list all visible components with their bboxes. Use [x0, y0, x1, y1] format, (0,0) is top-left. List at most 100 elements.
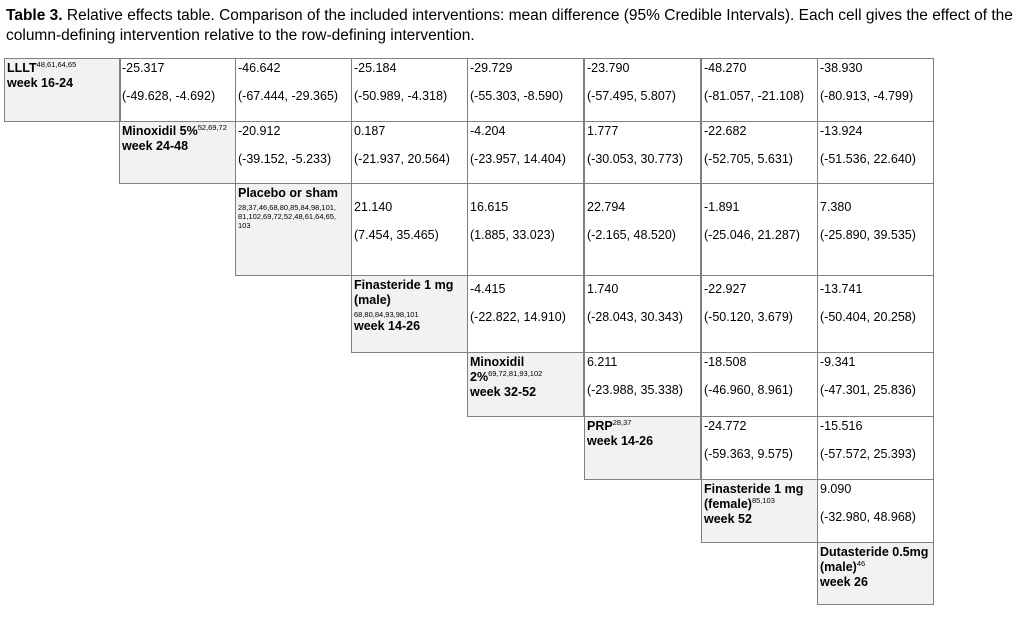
effect-cell: -4.415 (-22.822, 14.910)	[467, 275, 584, 353]
intervention-week: week 26	[820, 575, 868, 589]
mean-difference: -18.508	[704, 355, 747, 369]
mean-difference: -22.927	[704, 282, 747, 296]
effect-cell: -29.729 (-55.303, -8.590)	[467, 58, 584, 122]
effect-cell: -20.912 (-39.152, -5.233)	[235, 121, 352, 184]
credible-interval: (-39.152, -5.233)	[238, 152, 332, 166]
intervention-name: Placebo or sham	[238, 186, 339, 200]
credible-interval: (-57.495, 5.807)	[587, 89, 676, 103]
credible-interval: (1.885, 33.023)	[470, 228, 555, 242]
mean-difference: -46.642	[238, 61, 281, 75]
effect-cell: -24.772 (-59.363, 9.575)	[701, 416, 818, 480]
mean-difference: 1.777	[587, 124, 619, 138]
mean-difference: -15.516	[820, 419, 863, 433]
credible-interval: (-23.957, 14.404)	[470, 152, 566, 166]
effect-cell: -25.184 (-50.989, -4.318)	[351, 58, 468, 122]
effect-cell: 0.187 (-21.937, 20.564)	[351, 121, 468, 184]
intervention-name: Minoxidil 5%	[122, 124, 198, 138]
intervention-header-cell: Placebo or sham 28,37,46,68,80,85,84,98,1…	[235, 183, 352, 276]
mean-difference: -9.341	[820, 355, 856, 369]
credible-interval: (-59.363, 9.575)	[704, 447, 793, 461]
intervention-week: week 32-52	[470, 385, 537, 399]
intervention-refs: 52,69,72	[197, 123, 227, 132]
intervention-week: week 14-26	[587, 434, 654, 448]
mean-difference: 22.794	[587, 200, 626, 214]
intervention-name: Dutasteride 0.5mg (male)	[820, 545, 929, 574]
intervention-refs: 85,103	[751, 496, 775, 505]
intervention-header-cell: Finasteride 1 mg (female)85,103 week 52	[701, 479, 818, 543]
credible-interval: (-25.046, 21.287)	[704, 228, 800, 242]
effect-cell: -18.508 (-46.960, 8.961)	[701, 352, 818, 417]
mean-difference: -13.924	[820, 124, 863, 138]
credible-interval: (-47.301, 25.836)	[820, 383, 916, 397]
intervention-header-cell: Minoxidil 5%52,69,72 week 24-48	[119, 121, 236, 184]
intervention-name: LLLT	[7, 61, 37, 75]
intervention-refs: 69,72,81,93,102	[488, 369, 543, 378]
intervention-name: Finasteride 1 mg (male)	[354, 278, 454, 307]
mean-difference: -20.912	[238, 124, 281, 138]
intervention-week: week 16-24	[7, 76, 74, 90]
credible-interval: (-49.628, -4.692)	[122, 89, 216, 103]
mean-difference: -48.270	[704, 61, 747, 75]
effect-cell: -1.891 (-25.046, 21.287)	[701, 183, 818, 276]
credible-interval: (-32.980, 48.968)	[820, 510, 916, 524]
table-caption: Table 3. Relative effects table. Compari…	[6, 6, 1018, 46]
intervention-name: Finasteride 1 mg (female)	[704, 482, 804, 511]
effect-cell: -13.741 (-50.404, 20.258)	[817, 275, 934, 353]
mean-difference: -38.930	[820, 61, 863, 75]
mean-difference: -23.790	[587, 61, 630, 75]
intervention-week: week 24-48	[122, 139, 189, 153]
mean-difference: -25.184	[354, 61, 397, 75]
effect-cell: -23.790 (-57.495, 5.807)	[584, 58, 701, 122]
mean-difference: 9.090	[820, 482, 852, 496]
effect-cell: 6.211 (-23.988, 35.338)	[584, 352, 701, 417]
intervention-header-cell: Minoxidil 2%69,72,81,93,102 week 32-52	[467, 352, 584, 417]
credible-interval: (-50.989, -4.318)	[354, 89, 448, 103]
intervention-refs: 68,80,84,93,98,101	[354, 310, 419, 319]
credible-interval: (-57.572, 25.393)	[820, 447, 916, 461]
credible-interval: (-51.536, 22.640)	[820, 152, 916, 166]
intervention-header-cell: Finasteride 1 mg (male) 68,80,84,93,98,10…	[351, 275, 468, 353]
caption-text: Relative effects table. Comparison of th…	[6, 7, 1013, 44]
mean-difference: 6.211	[587, 355, 618, 369]
credible-interval: (-50.120, 3.679)	[704, 310, 793, 324]
mean-difference: -1.891	[704, 200, 740, 214]
intervention-refs: 28,37,46,68,80,85,84,98,101, 81,102,69,7…	[238, 203, 337, 230]
intervention-name: Minoxidil 2%	[470, 355, 525, 384]
caption-label: Table 3.	[6, 7, 63, 24]
effect-cell: -22.927 (-50.120, 3.679)	[701, 275, 818, 353]
credible-interval: (-22.822, 14.910)	[470, 310, 566, 324]
mean-difference: 0.187	[354, 124, 386, 138]
effect-cell: 7.380 (-25.890, 39.535)	[817, 183, 934, 276]
mean-difference: -29.729	[470, 61, 513, 75]
mean-difference: -4.415	[470, 282, 506, 296]
effect-cell: 22.794 (-2.165, 48.520)	[584, 183, 701, 276]
mean-difference: 21.140	[354, 200, 393, 214]
intervention-refs: 46	[856, 559, 866, 568]
mean-difference: -13.741	[820, 282, 863, 296]
mean-difference: -4.204	[470, 124, 506, 138]
credible-interval: (-30.053, 30.773)	[587, 152, 683, 166]
effect-cell: 16.615 (1.885, 33.023)	[467, 183, 584, 276]
credible-interval: (-67.444, -29.365)	[238, 89, 339, 103]
credible-interval: (-21.937, 20.564)	[354, 152, 450, 166]
intervention-header-cell: PRP28,37 week 14-26	[584, 416, 701, 480]
effect-cell: 1.740 (-28.043, 30.343)	[584, 275, 701, 353]
mean-difference: -22.682	[704, 124, 747, 138]
intervention-name: PRP	[587, 419, 613, 433]
credible-interval: (-23.988, 35.338)	[587, 383, 683, 397]
intervention-header-cell: LLLT48,61,64,65 week 16-24	[4, 58, 121, 122]
effect-cell: -13.924 (-51.536, 22.640)	[817, 121, 934, 184]
credible-interval: (7.454, 35.465)	[354, 228, 439, 242]
mean-difference: 1.740	[587, 282, 619, 296]
mean-difference: 16.615	[470, 200, 509, 214]
effect-cell: -15.516 (-57.572, 25.393)	[817, 416, 934, 480]
mean-difference: -24.772	[704, 419, 747, 433]
intervention-refs: 48,61,64,65	[36, 60, 77, 69]
effect-cell: 9.090 (-32.980, 48.968)	[817, 479, 934, 543]
effect-cell: 21.140 (7.454, 35.465)	[351, 183, 468, 276]
credible-interval: (-50.404, 20.258)	[820, 310, 916, 324]
credible-interval: (-52.705, 5.631)	[704, 152, 793, 166]
effect-cell: -22.682 (-52.705, 5.631)	[701, 121, 818, 184]
credible-interval: (-2.165, 48.520)	[587, 228, 676, 242]
effect-cell: -48.270 (-81.057, -21.108)	[701, 58, 818, 122]
